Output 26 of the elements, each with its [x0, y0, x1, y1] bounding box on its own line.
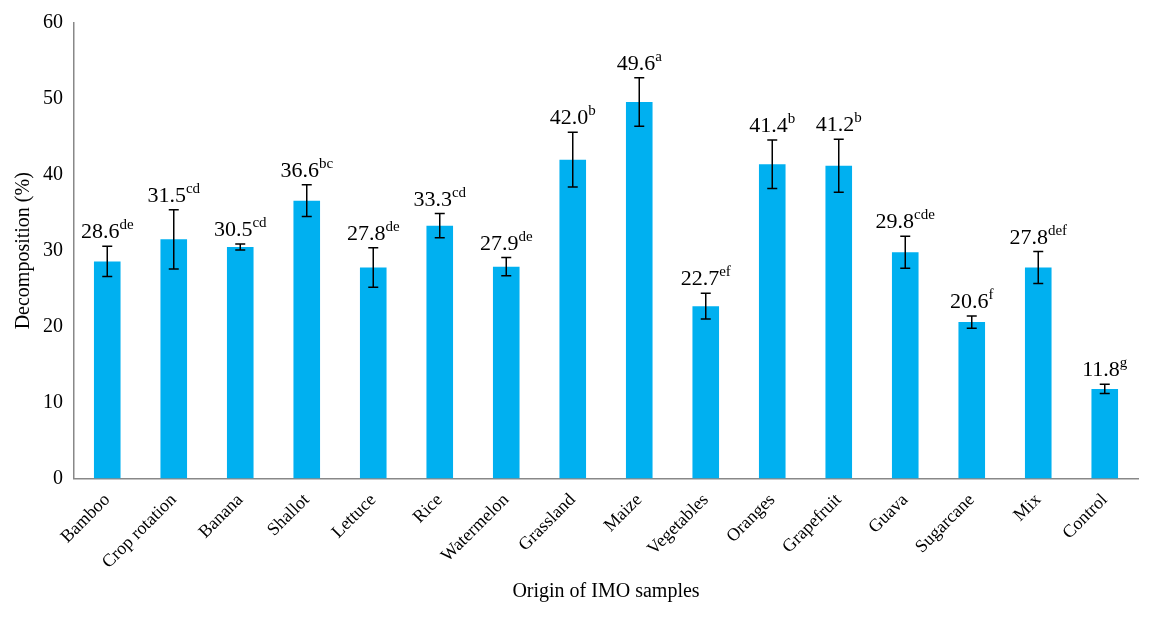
bar — [293, 200, 321, 479]
x-axis-title: Origin of IMO samples — [512, 579, 700, 603]
y-tick-label: 0 — [53, 465, 63, 488]
bar — [160, 239, 188, 479]
y-tick-label: 20 — [43, 313, 63, 336]
bar — [93, 261, 121, 479]
bar — [825, 165, 853, 479]
y-tick-label: 10 — [43, 389, 63, 412]
y-tick-label: 50 — [43, 86, 63, 109]
y-tick-label: 30 — [43, 238, 63, 260]
bar — [1091, 388, 1119, 479]
bar — [891, 252, 919, 479]
bar — [1024, 267, 1052, 479]
bar — [958, 322, 986, 479]
bar — [226, 246, 254, 479]
x-tick-label: Mix — [1009, 489, 1045, 525]
bar — [625, 101, 653, 479]
bar — [559, 159, 587, 479]
bar — [359, 267, 387, 479]
y-tick-label: 60 — [43, 10, 63, 33]
bar — [692, 306, 720, 479]
bar — [426, 225, 454, 479]
y-axis-title: Decomposition (%) — [11, 172, 35, 330]
y-tick-label: 40 — [43, 162, 63, 185]
bar — [492, 266, 520, 479]
bar — [758, 164, 786, 479]
